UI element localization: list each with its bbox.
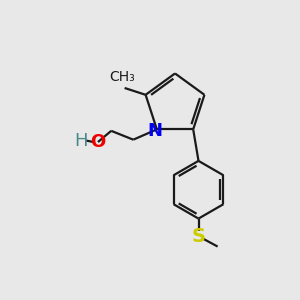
- Text: N: N: [147, 122, 162, 140]
- Text: S: S: [191, 227, 206, 246]
- Text: H: H: [74, 132, 88, 150]
- Text: CH₃: CH₃: [110, 70, 135, 84]
- Text: O: O: [90, 133, 106, 151]
